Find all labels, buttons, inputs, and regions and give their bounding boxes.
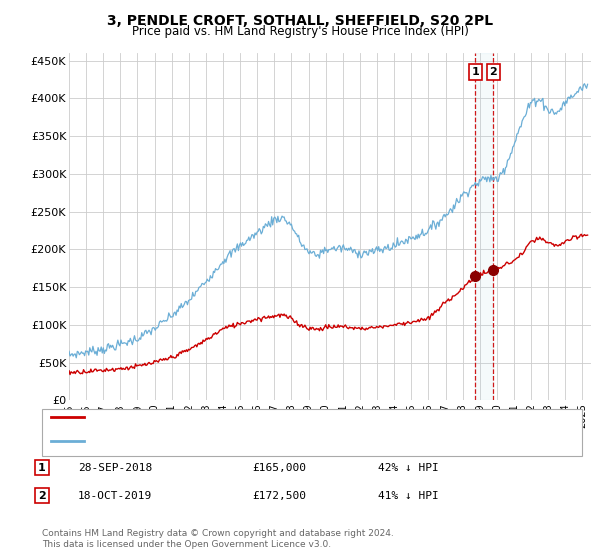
- Text: 41% ↓ HPI: 41% ↓ HPI: [378, 491, 439, 501]
- Bar: [475, 53, 493, 400]
- Text: 28-SEP-2018: 28-SEP-2018: [78, 463, 152, 473]
- Text: 18-OCT-2019: 18-OCT-2019: [78, 491, 152, 501]
- Text: £172,500: £172,500: [252, 491, 306, 501]
- Text: 1: 1: [472, 67, 479, 77]
- Text: 3, PENDLE CROFT, SOTHALL, SHEFFIELD, S20 2PL (detached house): 3, PENDLE CROFT, SOTHALL, SHEFFIELD, S20…: [93, 413, 445, 422]
- Text: £165,000: £165,000: [252, 463, 306, 473]
- Text: 1: 1: [38, 463, 46, 473]
- Text: 2: 2: [490, 67, 497, 77]
- Text: 3, PENDLE CROFT, SOTHALL, SHEFFIELD, S20 2PL: 3, PENDLE CROFT, SOTHALL, SHEFFIELD, S20…: [107, 14, 493, 28]
- Text: 42% ↓ HPI: 42% ↓ HPI: [378, 463, 439, 473]
- Text: 2: 2: [38, 491, 46, 501]
- Text: Price paid vs. HM Land Registry's House Price Index (HPI): Price paid vs. HM Land Registry's House …: [131, 25, 469, 38]
- Text: HPI: Average price, detached house, Sheffield: HPI: Average price, detached house, Shef…: [93, 436, 332, 446]
- Text: Contains HM Land Registry data © Crown copyright and database right 2024.
This d: Contains HM Land Registry data © Crown c…: [42, 529, 394, 549]
